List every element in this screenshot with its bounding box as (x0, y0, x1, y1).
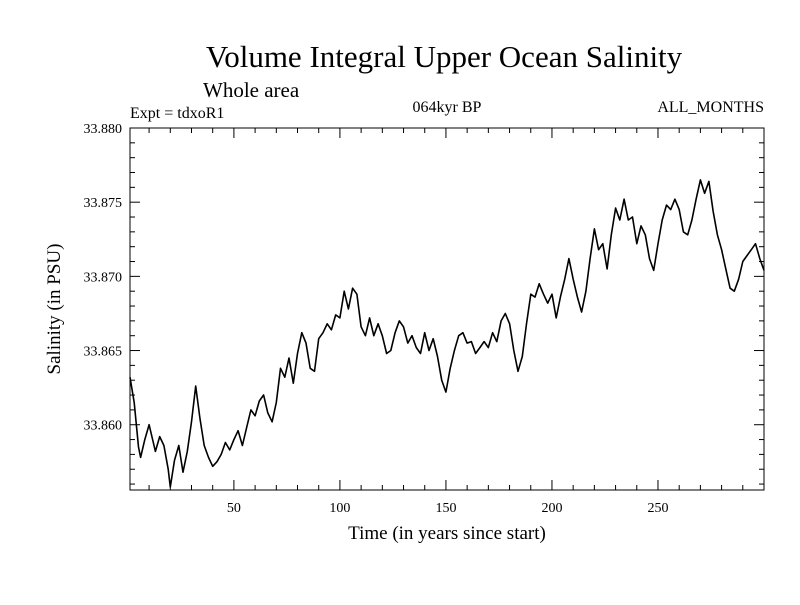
x-axis-label: Time (in years since start) (348, 523, 546, 544)
plot-frame (129, 127, 765, 491)
x-tick-label: 50 (227, 501, 241, 516)
y-tick-label: 33.880 (84, 122, 123, 137)
ticks-layer (130, 127, 765, 490)
x-tick-label: 100 (329, 501, 350, 516)
y-axis-label: Salinity (in PSU) (44, 244, 65, 375)
x-tick-label: 150 (435, 501, 456, 516)
experiment-label: Expt = tdxoR1 (130, 105, 224, 122)
y-tick-label: 33.860 (84, 419, 123, 434)
chart-subtitle: Whole area (203, 78, 300, 102)
x-tick-label: 250 (647, 501, 668, 516)
series-line-salinity (129, 179, 765, 488)
y-tick-label: 33.875 (84, 196, 123, 211)
y-tick-label: 33.865 (84, 345, 123, 360)
x-tick-labels: 50 100 150 200 250 (227, 501, 669, 516)
chart-title: Volume Integral Upper Ocean Salinity (206, 39, 683, 74)
x-tick-label: 200 (541, 501, 562, 516)
y-tick-labels: 33.860 33.865 33.870 33.875 33.880 (84, 122, 123, 434)
y-tick-label: 33.870 (84, 270, 123, 285)
months-label: ALL_MONTHS (657, 99, 764, 116)
period-label: 064kyr BP (413, 99, 482, 116)
